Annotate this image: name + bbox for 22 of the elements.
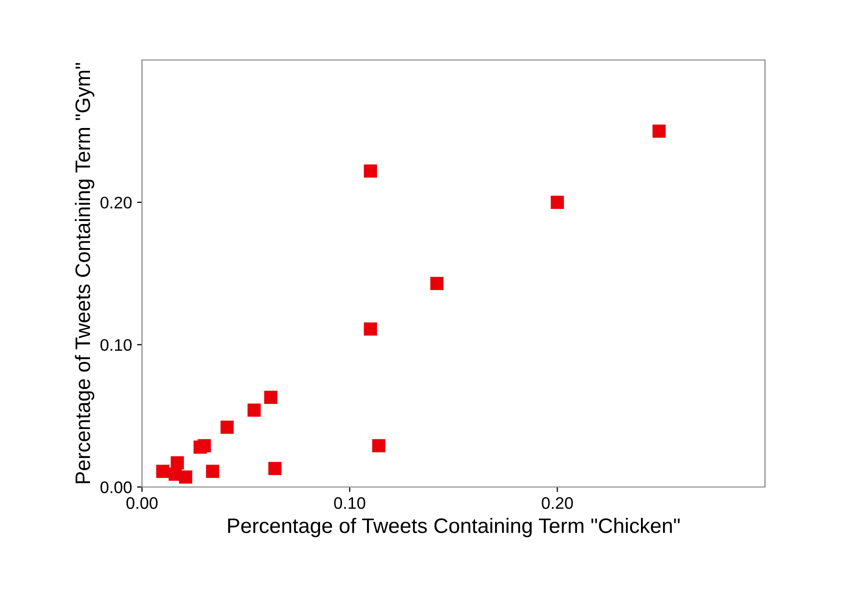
x-tick-label: 0.20	[542, 497, 573, 509]
point	[372, 439, 386, 452]
y-tick-label: 0.20	[100, 196, 132, 209]
point	[206, 464, 220, 478]
point	[364, 322, 378, 336]
point	[364, 164, 378, 178]
point	[248, 404, 261, 417]
x-tick-label: 0.00	[126, 497, 158, 509]
point	[156, 464, 170, 478]
point	[430, 276, 444, 290]
y-axis-title: Percentage of Tweets Containing Term "Gym"	[74, 62, 94, 484]
y-tick-label: 0.00	[100, 481, 132, 494]
x-tick-label: 0.10	[334, 497, 366, 509]
point	[268, 462, 282, 476]
point	[264, 390, 278, 404]
point	[652, 124, 666, 138]
y-tick-label: 0.10	[100, 339, 132, 351]
point	[550, 196, 564, 209]
point	[198, 439, 211, 452]
x-axis-title: Percentage of Tweets Containing Term "Chicken"	[228, 518, 680, 538]
point	[179, 470, 192, 484]
point	[220, 420, 234, 434]
